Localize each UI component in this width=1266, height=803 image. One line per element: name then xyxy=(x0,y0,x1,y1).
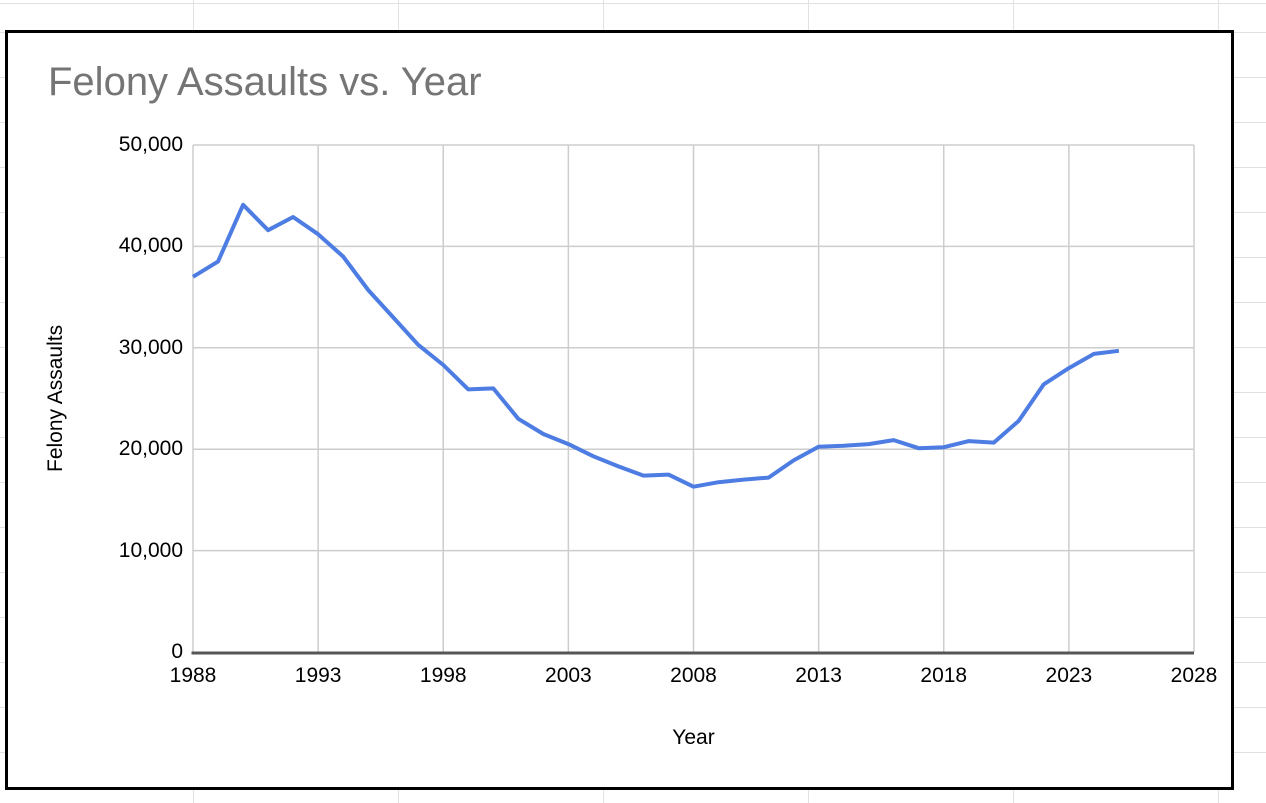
x-tick-label: 2003 xyxy=(545,664,592,687)
y-tick-label: 20,000 xyxy=(118,437,183,461)
x-tick-label: 1993 xyxy=(294,664,342,687)
x-tick-label: 1998 xyxy=(419,664,467,687)
y-tick-label: 0 xyxy=(171,640,183,663)
chart-inner: Felony Assaults vs. Year 1988 1993 1998 200… xyxy=(8,33,1231,787)
x-tick-label: 2013 xyxy=(795,664,842,687)
y-tick-label: 30,000 xyxy=(118,335,183,359)
x-tick-label: 1988 xyxy=(169,664,217,687)
plot-area xyxy=(191,144,1195,655)
y-tick-label: 10,000 xyxy=(118,538,183,562)
y-axis-title: Felony Assaults xyxy=(44,324,67,472)
x-tick-label: 2008 xyxy=(670,664,717,687)
x-tick-label: 2028 xyxy=(1170,664,1218,687)
y-tick-label: 50,000 xyxy=(118,133,183,156)
y-tick-label: 40,000 xyxy=(118,234,183,258)
chart-title: Felony Assaults vs. Year xyxy=(48,60,482,104)
x-tick-label: 2023 xyxy=(1045,664,1093,687)
x-tick-label: 2018 xyxy=(920,664,968,687)
series-line xyxy=(191,202,1120,489)
embedded-chart[interactable]: Felony Assaults vs. Year 1988 1993 1998 200… xyxy=(5,30,1234,790)
x-axis-title: Year xyxy=(672,726,715,749)
